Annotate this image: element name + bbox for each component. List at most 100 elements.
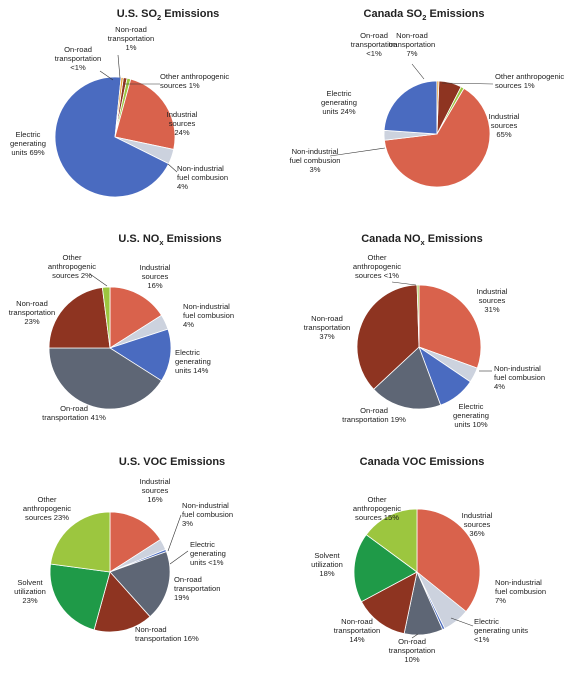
- us-so2-leader-3: [167, 163, 178, 173]
- slice-label-line: 18%: [319, 569, 334, 578]
- us-so2-slice-5: [114, 76, 124, 138]
- ca-voc-slice-0: [416, 508, 481, 613]
- ca-so2-leader-0: [411, 63, 425, 80]
- slice-label-line: 23%: [24, 317, 39, 326]
- ca-so2-chart: Canada SO2 Emissions Non-road transportati…: [282, 0, 564, 224]
- us-so2-label-5: On-road transportation <1%: [55, 45, 101, 72]
- slice-label-line: Other: [368, 253, 387, 262]
- slice-label-line: transportation: [351, 40, 397, 49]
- us-voc-slice-4: [93, 571, 151, 633]
- ca-voc-leader-2: [450, 617, 474, 627]
- slice-label-line: anthropogenic: [48, 262, 96, 271]
- slice-label-line: Industrial: [489, 112, 520, 121]
- chart-title-main: Canada VOC Emissions: [360, 456, 485, 468]
- us-so2-leader-0: [117, 54, 121, 79]
- slice-label-line: sources: [479, 296, 506, 305]
- slice-label-line: Non-road: [341, 617, 373, 626]
- slice-label-line: Non-road: [396, 31, 428, 40]
- ca-so2-label-4: Electric generating units 24%: [321, 89, 357, 116]
- us-voc-leader-1: [167, 514, 182, 552]
- ca-nox-label-3: On-road transportation 19%: [342, 406, 406, 424]
- slice-label-line: Industrial: [140, 477, 171, 486]
- us-so2-label-3: Non-industrial fuel combusion 4%: [177, 164, 228, 191]
- slice-label-line: Other: [368, 495, 387, 504]
- slice-label-line: Solvent: [314, 551, 340, 560]
- slice-label-line: units 10%: [454, 420, 488, 429]
- slice-label-line: <1%: [366, 49, 382, 58]
- slice-label-line: 31%: [484, 305, 499, 314]
- slice-label-line: sources 1%: [160, 81, 200, 90]
- chart-title-main: Canada SO: [364, 8, 423, 20]
- us-voc-title: U.S. VOC Emissions: [119, 456, 225, 468]
- ca-so2-label-1: Other anthropogenic sources 1%: [495, 72, 564, 90]
- slice-label-line: generating: [453, 411, 489, 420]
- us-so2-chart: U.S. SO2 Emissions Non-road transportation…: [0, 0, 282, 224]
- ca-voc-slice-5: [353, 534, 418, 603]
- slice-label-line: 16%: [147, 281, 162, 290]
- us-voc-label-6: Other anthropogenic sources 23%: [23, 495, 71, 522]
- us-nox-label-5: Other anthropogenic sources 2%: [48, 253, 96, 280]
- ca-so2-label-2: Industrial sources 65%: [489, 112, 520, 139]
- slice-label-line: 4%: [177, 182, 188, 191]
- slice-label-line: units 24%: [322, 107, 356, 116]
- slice-label-line: 19%: [174, 593, 189, 602]
- slice-label-line: Industrial: [462, 511, 493, 520]
- slice-label-line: 10%: [404, 655, 419, 664]
- slice-label-line: 14%: [349, 635, 364, 644]
- ca-so2-leader-3: [329, 147, 386, 157]
- slice-label-line: units <1%: [190, 558, 224, 567]
- slice-label-line: sources 15%: [355, 513, 399, 522]
- slice-label-line: On-road: [398, 637, 426, 646]
- slice-label-line: generating: [190, 549, 226, 558]
- slice-label-line: fuel combusion: [289, 156, 340, 165]
- slice-label-line: fuel combusion: [183, 311, 234, 320]
- slice-label-line: Electric: [459, 402, 484, 411]
- us-voc-label-4: Non-road transportation 16%: [135, 625, 199, 643]
- ca-nox-slice-4: [356, 284, 420, 390]
- slice-label-line: anthropogenic: [353, 262, 401, 271]
- slice-label-line: anthropogenic: [23, 504, 71, 513]
- ca-voc-label-0: Industrial sources 36%: [462, 511, 493, 538]
- slice-label-line: generating: [175, 357, 211, 366]
- us-so2-slice-2: [114, 78, 176, 150]
- chart-title-main: U.S. VOC Emissions: [119, 456, 225, 468]
- slice-label-line: 3%: [182, 519, 193, 528]
- chart-title-suffix: Emissions: [426, 8, 484, 20]
- slice-label-line: transportation 16%: [135, 634, 199, 643]
- chart-title-main: U.S. NO: [118, 233, 159, 245]
- slice-label-line: fuel combusion: [495, 587, 546, 596]
- ca-so2-label-0: Non-road transportation 7%: [389, 31, 435, 58]
- us-nox-slice-0: [109, 286, 163, 349]
- slice-label-line: fuel combusion: [494, 373, 545, 382]
- slice-label-line: 1%: [126, 43, 137, 52]
- us-nox-label-2: Electric generating units 14%: [175, 348, 211, 375]
- ca-nox-leader-5: [391, 281, 417, 286]
- slice-label-line: Non-industrial: [495, 578, 542, 587]
- slice-label-line: Other: [38, 495, 57, 504]
- slice-label-line: sources <1%: [355, 271, 399, 280]
- slice-label-line: sources 23%: [25, 513, 69, 522]
- ca-voc-label-3: On-road transportation 10%: [389, 637, 435, 664]
- us-so2-slice-4: [54, 76, 170, 198]
- us-so2-title: U.S. SO2 Emissions: [117, 8, 220, 22]
- us-nox-label-1: Non-industrial fuel combusion 4%: [183, 302, 234, 329]
- ca-nox-label-0: Industrial sources 31%: [477, 287, 508, 314]
- ca-voc-chart: Canada VOC Emissions Industrial sources 36%…: [282, 448, 564, 672]
- ca-voc-label-5: Solvent utilization 18%: [311, 551, 343, 578]
- us-nox-title: U.S. NOx Emissions: [118, 233, 221, 247]
- slice-label-line: 36%: [469, 529, 484, 538]
- slice-label-line: transportation: [174, 584, 220, 593]
- slice-label-line: <1%: [474, 635, 490, 644]
- slice-label-line: Non-industrial: [183, 302, 230, 311]
- slice-label-line: Electric: [16, 130, 41, 139]
- slice-label-line: utilization: [311, 560, 343, 569]
- slice-label-line: sources: [142, 486, 169, 495]
- us-voc-slice-6: [50, 511, 111, 573]
- ca-so2-title: Canada SO2 Emissions: [364, 8, 485, 22]
- slice-label-line: generating: [10, 139, 46, 148]
- ca-voc-slice-6: [365, 508, 418, 573]
- slice-label-line: sources 2%: [52, 271, 92, 280]
- ca-nox-chart: Canada NOx Emissions Industrial sources 31%…: [282, 224, 564, 448]
- slice-label-line: Non-industrial: [292, 147, 339, 156]
- slice-label-line: sources: [491, 121, 518, 130]
